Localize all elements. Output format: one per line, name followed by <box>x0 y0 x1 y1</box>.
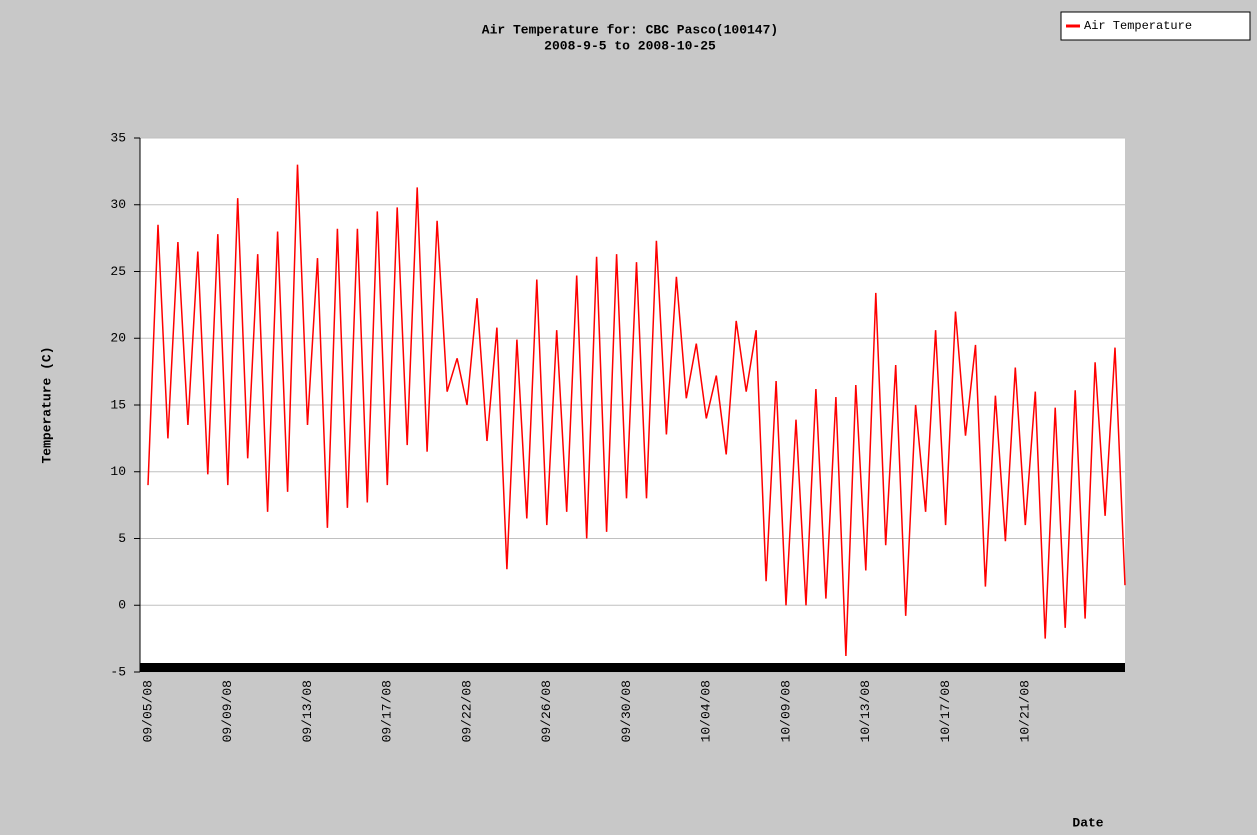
legend: Air Temperature <box>1060 11 1251 41</box>
y-tick-label: 15 <box>110 397 126 412</box>
x-tick-label: 10/09/08 <box>778 680 793 742</box>
y-tick-label: 5 <box>118 531 126 546</box>
data-line <box>147 164 1126 657</box>
y-tick-label: 25 <box>110 264 126 279</box>
y-tick-label: 35 <box>110 130 126 145</box>
x-axis-label: Date <box>1072 815 1103 830</box>
x-tick-label: 09/22/08 <box>459 680 474 742</box>
x-tick-label: 09/26/08 <box>539 680 554 742</box>
y-tick-label: 0 <box>118 598 126 613</box>
x-tick-label: 10/13/08 <box>858 680 873 742</box>
legend-label: Air Temperature <box>1084 19 1192 33</box>
x-tick-label: 09/13/08 <box>300 680 315 742</box>
x-tick-label: 10/21/08 <box>1018 680 1033 742</box>
legend-box <box>1060 11 1251 41</box>
x-tick-label: 09/05/08 <box>140 680 155 742</box>
y-tick-label: -5 <box>110 664 126 679</box>
y-tick-label: 30 <box>110 197 126 212</box>
x-tick-label: 09/30/08 <box>619 680 634 742</box>
x-tick-label: 10/17/08 <box>938 680 953 742</box>
y-tick-label: 10 <box>110 464 126 479</box>
y-axis-label: Temperature (C) <box>39 346 54 463</box>
chart-subtitle: 2008-9-5 to 2008-10-25 <box>544 38 716 53</box>
x-tick-label: 09/09/08 <box>220 680 235 742</box>
x-tick-label: 10/04/08 <box>699 680 714 742</box>
x-axis-band <box>140 663 1125 672</box>
x-tick-label: 09/17/08 <box>380 680 395 742</box>
chart-title: Air Temperature for: CBC Pasco(100147) <box>482 22 778 37</box>
y-tick-label: 20 <box>110 331 126 346</box>
